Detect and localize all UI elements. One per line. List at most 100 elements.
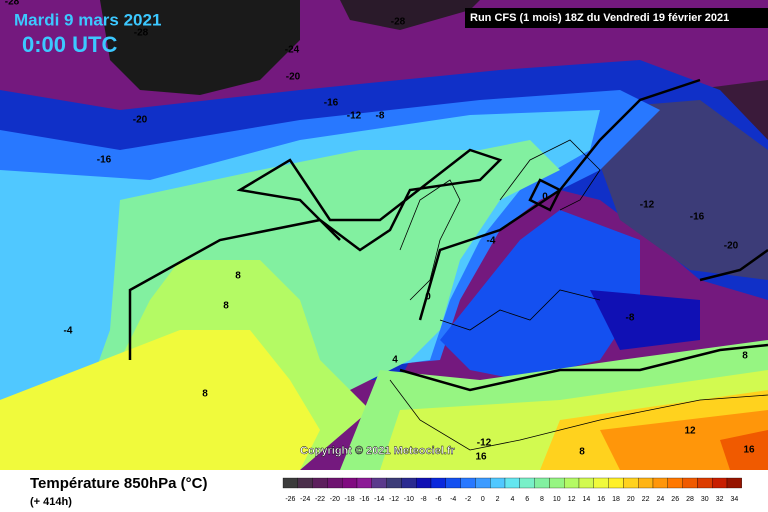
contour-label: -8 (626, 313, 635, 324)
legend-swatch (623, 477, 639, 489)
contour-label: 4 (392, 355, 398, 366)
contour-label: 12 (684, 426, 696, 437)
legend-swatch (504, 477, 520, 489)
legend-label: 16 (597, 496, 605, 503)
legend-swatch (460, 477, 476, 489)
map-field (0, 0, 768, 470)
legend-label: -22 (315, 496, 325, 503)
legend-swatch (578, 477, 594, 489)
contour-label: -28 (5, 0, 20, 8)
contour-label: -28 (391, 17, 406, 28)
legend-label: 26 (671, 496, 679, 503)
contour-label: -16 (324, 98, 339, 109)
legend-swatch (726, 477, 742, 489)
contour-label: -20 (286, 72, 301, 83)
legend-label: 14 (583, 496, 591, 503)
legend-label: 4 (510, 496, 514, 503)
contour-label: -24 (285, 45, 300, 56)
contour-label: -12 (347, 111, 362, 122)
contour-label: 16 (743, 445, 755, 456)
legend-swatch (312, 477, 328, 489)
legend-swatch (297, 477, 313, 489)
legend-label: 24 (657, 496, 665, 503)
legend-label: -16 (359, 496, 369, 503)
legend-swatch (386, 477, 402, 489)
legend-label: -8 (420, 496, 426, 503)
legend-label: 10 (553, 496, 561, 503)
legend-swatch (682, 477, 698, 489)
legend-swatch (401, 477, 417, 489)
legend-label: -26 (285, 496, 295, 503)
legend-swatch (652, 477, 668, 489)
contour-label: 0 (542, 192, 548, 203)
contour-label: 8 (202, 389, 208, 400)
contour-labels: -28 -28 -28 -24 -20 -16 -12 -8 -20 -16 0 -4 -12 -16 -2… (5, 0, 755, 463)
contour-label: -16 (97, 155, 112, 166)
legend-swatch (534, 477, 550, 489)
legend-label: 20 (627, 496, 635, 503)
legend-swatch (697, 477, 713, 489)
legend-label: -18 (345, 496, 355, 503)
legend-swatch (445, 477, 461, 489)
contour-label: -4 (487, 236, 496, 247)
legend-swatch (342, 477, 358, 489)
contour-label: -4 (64, 326, 73, 337)
contour-label: -20 (133, 115, 148, 126)
color-legend: -26 -24 -22 -20 -18 -16 -14 -12 -10 -8 -6 -4 -2 0 2 4 6 8… (282, 477, 742, 503)
legend-swatch (638, 477, 654, 489)
legend-label: 32 (716, 496, 724, 503)
legend-label: 30 (701, 496, 709, 503)
legend-swatch (475, 477, 491, 489)
legend-label: -24 (300, 496, 310, 503)
legend-label: 18 (612, 496, 620, 503)
variable-title: Température 850hPa (°C) (30, 475, 207, 492)
legend-swatch (593, 477, 609, 489)
legend-label: 8 (540, 496, 544, 503)
legend-label: 34 (731, 496, 739, 503)
contour-label: 16 (475, 452, 487, 463)
legend-swatch (327, 477, 343, 489)
legend-label: 28 (686, 496, 694, 503)
legend-label: 0 (481, 496, 485, 503)
legend-swatch (549, 477, 565, 489)
contour-label: 8 (223, 301, 229, 312)
legend-label: -2 (465, 496, 471, 503)
legend-label: 12 (568, 496, 576, 503)
coastlines (389, 139, 768, 451)
legend-label: -4 (450, 496, 456, 503)
contour-label: 8 (579, 447, 585, 458)
contour-label: 8 (742, 351, 748, 362)
contour-label: -20 (724, 241, 739, 252)
legend-label: 6 (525, 496, 529, 503)
time: 0:00 UTC (22, 32, 117, 57)
contour-label: -12 (640, 200, 655, 211)
legend-swatch (356, 477, 372, 489)
legend-swatch (282, 477, 298, 489)
run-info: Run CFS (1 mois) 18Z du Vendredi 19 févr… (470, 12, 729, 24)
run-box (465, 8, 768, 28)
legend-swatch (712, 477, 728, 489)
legend-swatch (416, 477, 432, 489)
legend-swatch (371, 477, 387, 489)
legend-swatch (519, 477, 535, 489)
legend-label: 22 (642, 496, 650, 503)
contour-label: -12 (477, 438, 492, 449)
contour-label: -16 (690, 212, 705, 223)
legend-swatch (564, 477, 580, 489)
legend-label: -10 (404, 496, 414, 503)
contour-label: 0 (425, 292, 431, 303)
contour-label: -8 (376, 111, 385, 122)
contour-label: 8 (235, 271, 241, 282)
legend-label: 2 (496, 496, 500, 503)
copyright: Copyright © 2021 Meteociel.fr (300, 445, 456, 457)
lead-time: (+ 414h) (30, 496, 72, 508)
legend-swatch (490, 477, 506, 489)
legend-label: -14 (374, 496, 384, 503)
contours (128, 78, 768, 392)
legend-swatch (667, 477, 683, 489)
legend-label: -20 (330, 496, 340, 503)
legend-label: -12 (389, 496, 399, 503)
contour-label: -28 (134, 28, 149, 39)
